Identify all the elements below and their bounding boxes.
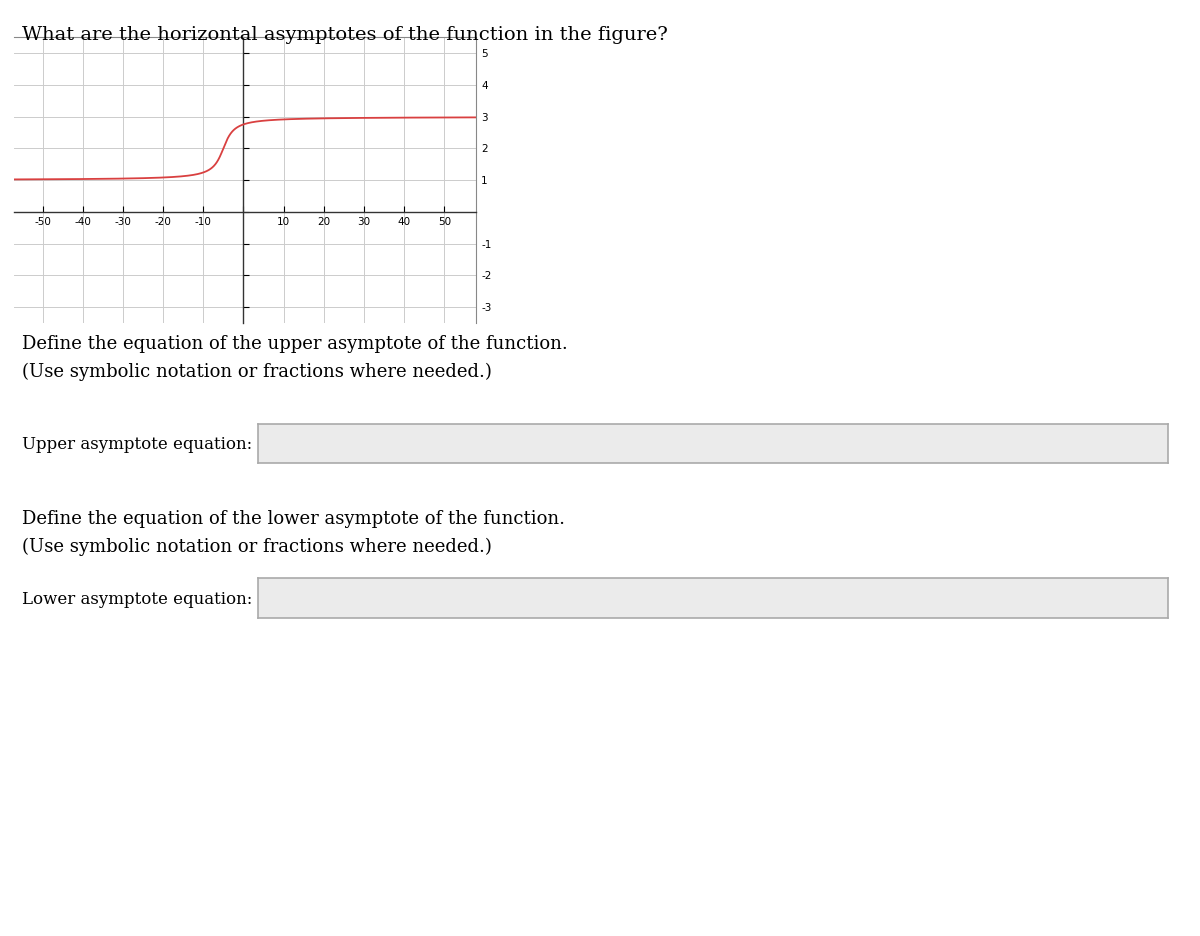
Text: What are the horizontal asymptotes of the function in the figure?: What are the horizontal asymptotes of th… [22,26,667,44]
Text: Upper asymptote equation:: Upper asymptote equation: [22,436,252,453]
Text: Lower asymptote equation:: Lower asymptote equation: [22,591,252,607]
Text: (Use symbolic notation or fractions where needed.): (Use symbolic notation or fractions wher… [22,538,492,556]
Text: Define the equation of the lower asymptote of the function.: Define the equation of the lower asympto… [22,510,565,528]
Text: Define the equation of the upper asymptote of the function.: Define the equation of the upper asympto… [22,335,568,353]
Text: (Use symbolic notation or fractions where needed.): (Use symbolic notation or fractions wher… [22,363,492,381]
